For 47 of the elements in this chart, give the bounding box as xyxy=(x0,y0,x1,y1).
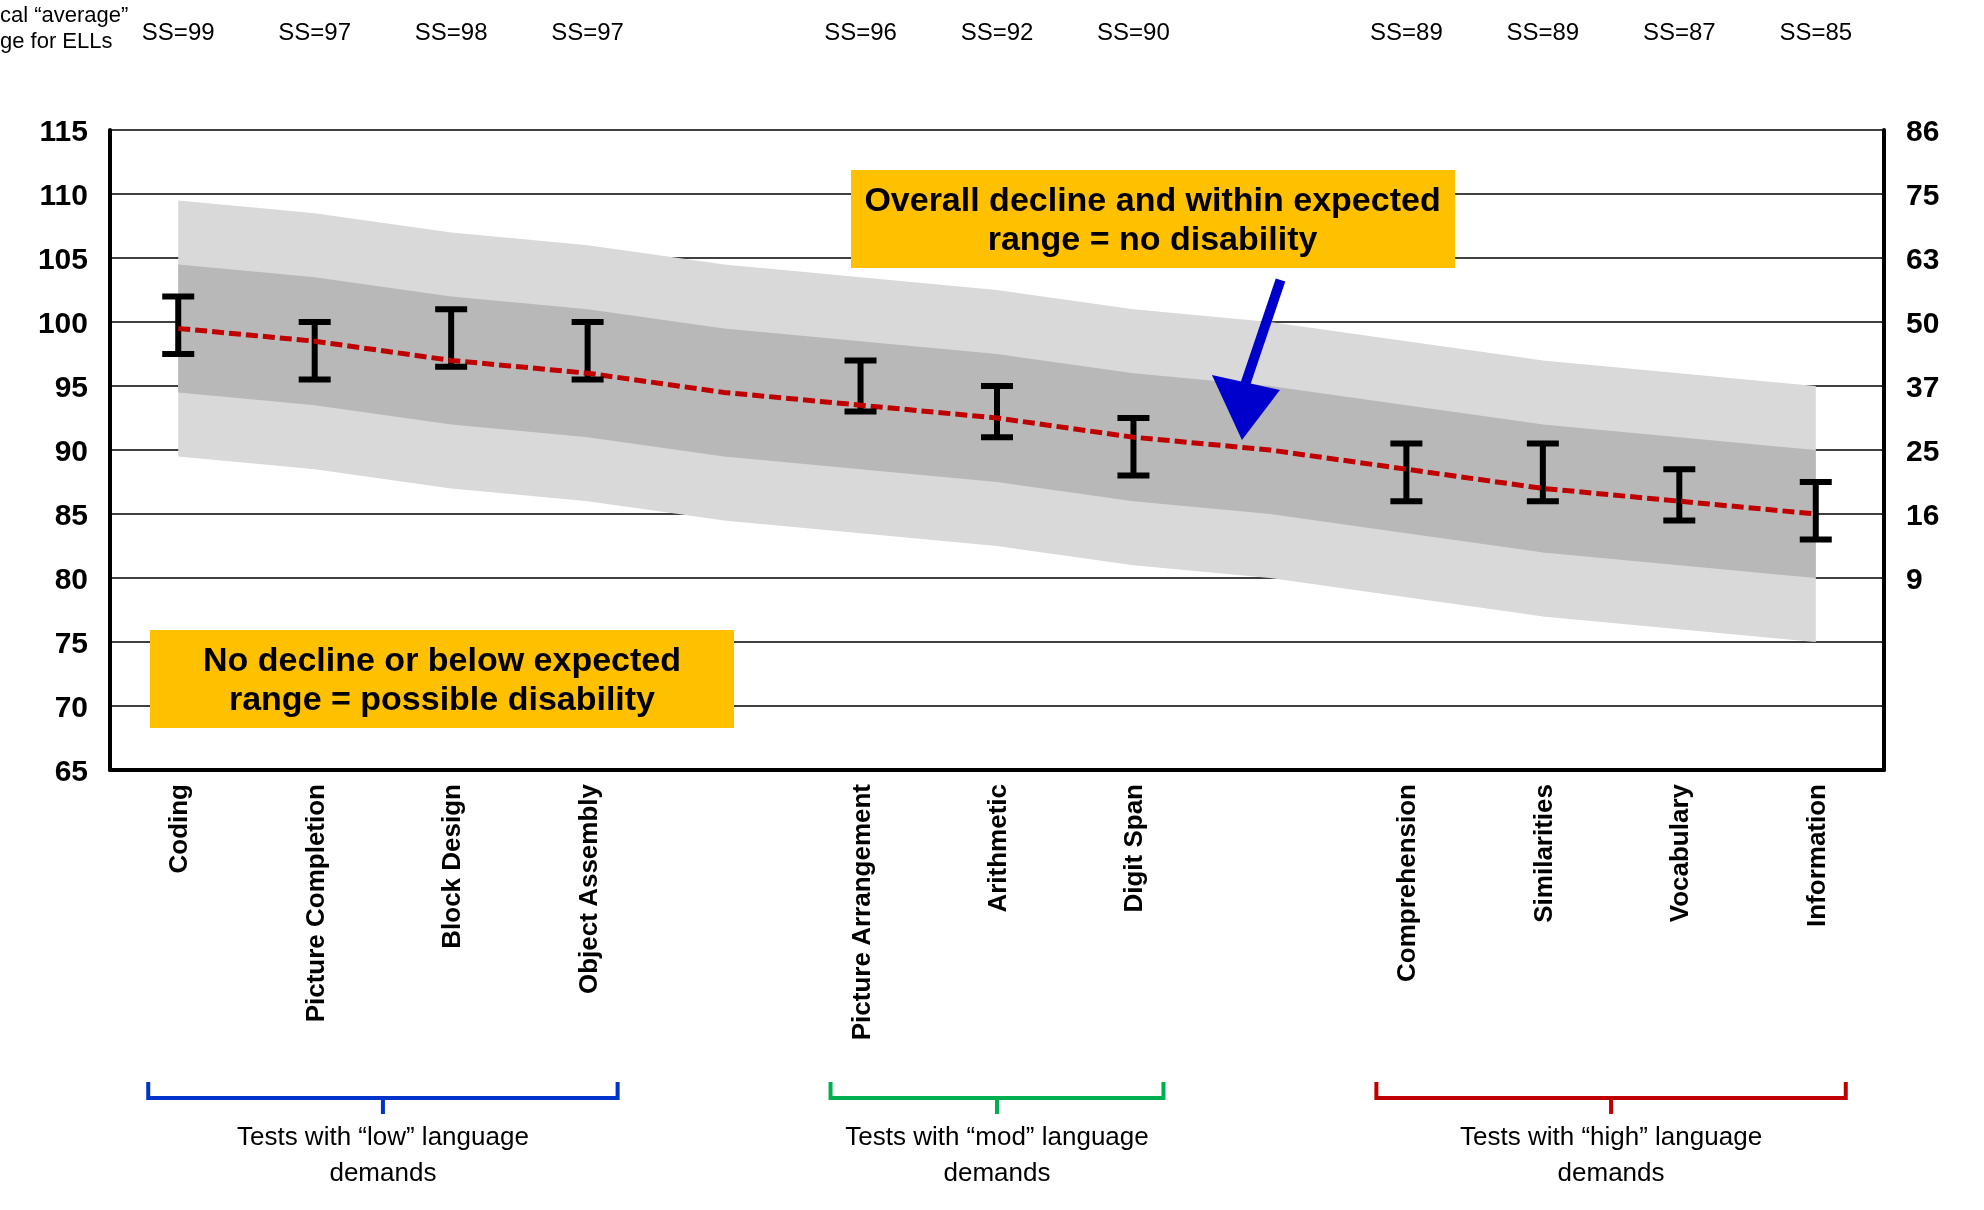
x-tick-label: Object Assembly xyxy=(572,783,603,995)
category-label: 63 xyxy=(1906,241,1940,275)
category-label: 86 xyxy=(1906,113,1940,147)
text: SS=97 xyxy=(550,18,625,46)
category-label: 37 xyxy=(1906,369,1940,403)
x-tick-label: Block Design xyxy=(436,784,467,949)
x-tick-label: Arithmetic xyxy=(982,784,1012,913)
x-tick-label: Coding xyxy=(163,784,194,874)
x-tick-label: Vocabulary xyxy=(1664,783,1695,923)
text: Tests with “high” language demands xyxy=(1459,1120,1764,1189)
category-label: 75 xyxy=(1906,177,1940,211)
text: Tests with “low” language demands xyxy=(235,1120,530,1189)
y-tick-label: 110 xyxy=(39,177,88,211)
x-tick-label: Comprehension xyxy=(1391,784,1422,982)
y-tick-label: 100 xyxy=(37,305,88,339)
y-tick-label: 75 xyxy=(54,625,88,659)
annotation: Overall decline and within expected range = no disability xyxy=(850,170,1455,268)
x-tick-label: Similarities xyxy=(1527,784,1558,923)
y-tick-label: 65 xyxy=(54,753,88,787)
text: SS=89 xyxy=(1369,18,1444,46)
y-tick-label: 95 xyxy=(54,369,88,403)
text: SS=89 xyxy=(1505,18,1581,46)
x-tick-label: Information xyxy=(1800,784,1831,927)
y-tick-label: 105 xyxy=(37,241,88,275)
y-tick-label: 115 xyxy=(39,113,88,147)
x-tick-label: Picture Completion xyxy=(299,784,330,1023)
annotation: No decline or below expected range = possible disability xyxy=(150,630,734,728)
y-tick-label: 70 xyxy=(54,689,88,723)
category-label: 9 xyxy=(1906,561,1923,595)
category-label: 50 xyxy=(1906,305,1940,339)
text: SS=92 xyxy=(959,18,1035,46)
text: SS=87 xyxy=(1641,18,1717,46)
y-tick-label: 90 xyxy=(54,433,88,467)
text: SS=98 xyxy=(413,18,489,46)
text: SS=90 xyxy=(1096,18,1171,46)
text: SS=96 xyxy=(823,18,898,46)
y-tick-label: 80 xyxy=(54,561,88,595)
text: cal “average” ge for ELLs xyxy=(0,2,129,54)
x-tick-label: Picture Arrangement xyxy=(845,783,876,1041)
x-tick-label: Digit Span xyxy=(1118,784,1149,913)
text: Tests with “mod” language demands xyxy=(844,1120,1150,1189)
text: SS=99 xyxy=(141,18,215,45)
y-tick-label: 85 xyxy=(54,497,88,531)
category-label: 16 xyxy=(1906,497,1940,531)
text: SS=97 xyxy=(277,18,353,46)
text: SS=85 xyxy=(1778,18,1854,46)
category-label: 25 xyxy=(1906,433,1940,467)
